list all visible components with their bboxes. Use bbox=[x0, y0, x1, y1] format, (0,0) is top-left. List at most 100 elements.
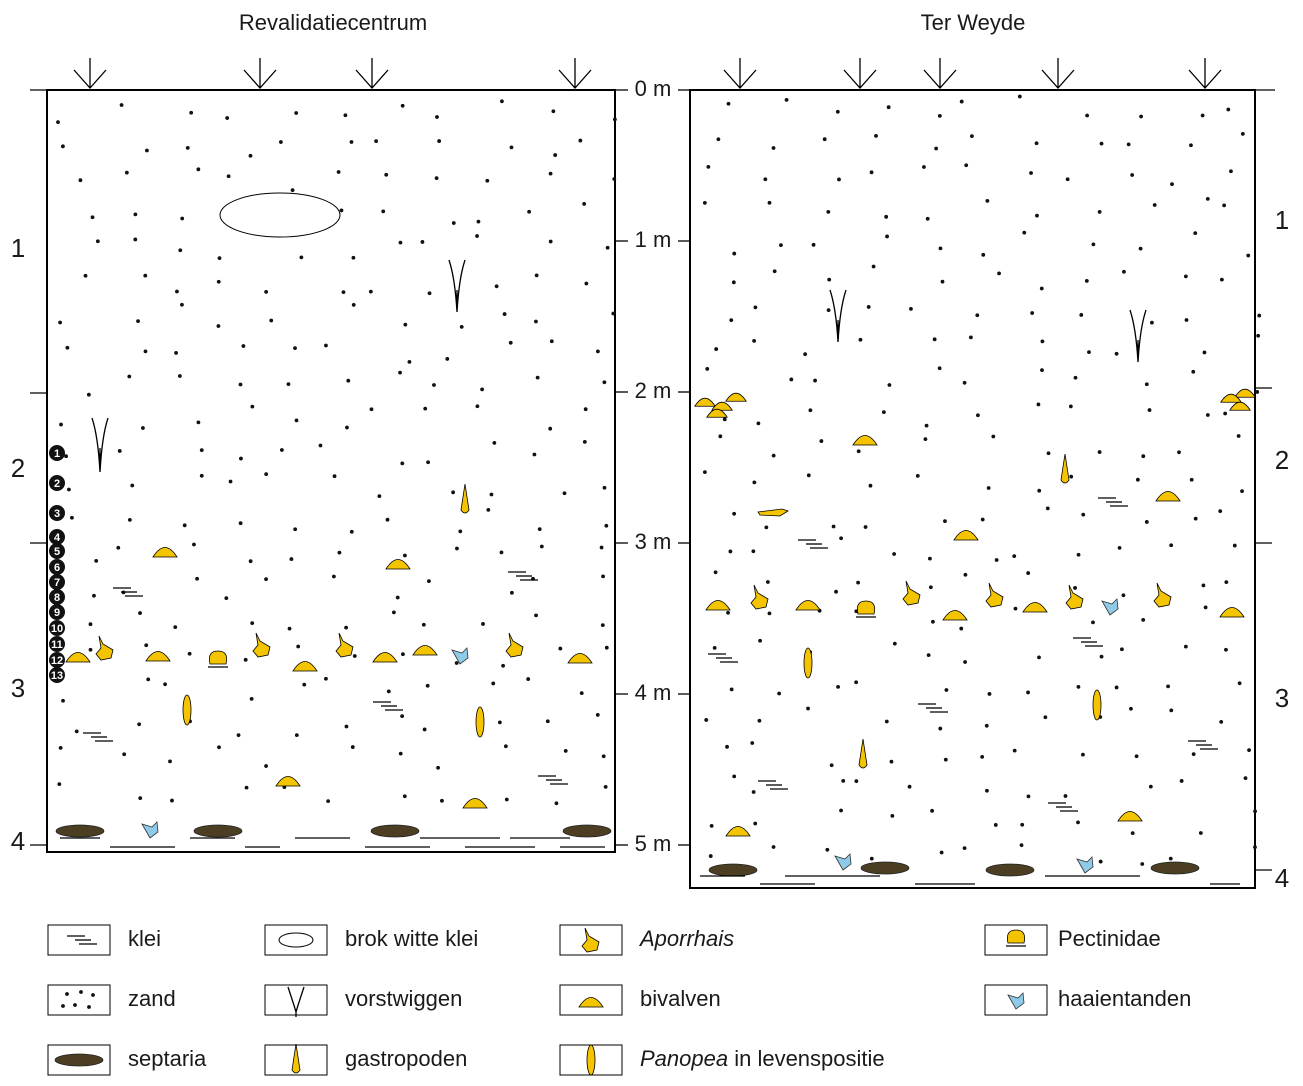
sand-dot bbox=[1169, 708, 1174, 713]
legend-label: brok witte klei bbox=[345, 926, 478, 951]
sand-dot bbox=[422, 727, 427, 732]
sand-dot bbox=[1237, 681, 1242, 686]
sample-marker bbox=[49, 445, 65, 461]
septaria bbox=[708, 863, 758, 877]
sand-dot bbox=[829, 763, 834, 768]
sand-dot bbox=[1130, 173, 1135, 177]
sand-dot bbox=[236, 733, 241, 738]
sand-dot bbox=[1144, 382, 1149, 387]
sand-dot bbox=[455, 546, 459, 551]
sand-dot bbox=[117, 449, 122, 453]
sand-dot bbox=[124, 170, 129, 175]
sand-dot bbox=[729, 687, 734, 692]
sand-dot bbox=[293, 346, 297, 351]
aporrhais bbox=[95, 635, 114, 661]
sand-dot bbox=[1219, 277, 1224, 282]
sand-dot bbox=[436, 765, 440, 770]
sand-dot bbox=[1026, 690, 1030, 695]
sand-dot bbox=[558, 646, 563, 651]
pectinid bbox=[1006, 929, 1026, 944]
sand-dot bbox=[943, 519, 947, 524]
sand-dot bbox=[250, 404, 255, 409]
sand-dot bbox=[508, 340, 513, 345]
sand-dot bbox=[1205, 413, 1210, 417]
sand-dot bbox=[554, 801, 559, 806]
bivalve bbox=[1022, 602, 1048, 613]
sand-dot bbox=[923, 437, 928, 442]
sand-dot bbox=[137, 722, 142, 727]
aporrhais bbox=[985, 582, 1004, 608]
bivalve bbox=[275, 776, 301, 787]
sand-dot bbox=[224, 596, 229, 601]
sand-dot bbox=[1045, 506, 1050, 511]
bivalve bbox=[1234, 388, 1256, 398]
legend-box bbox=[559, 924, 623, 956]
sand-dot bbox=[858, 337, 863, 342]
sand-dot bbox=[1189, 477, 1194, 482]
sand-dot bbox=[757, 718, 762, 723]
panopea bbox=[475, 706, 485, 738]
bivalve bbox=[412, 645, 438, 656]
legend-label-text: brok witte klei bbox=[345, 926, 478, 951]
sand-dot bbox=[819, 439, 824, 443]
sand-dot bbox=[440, 798, 444, 803]
sand-dot bbox=[170, 798, 174, 803]
sand-dot bbox=[959, 99, 964, 104]
sand-dot bbox=[595, 713, 600, 717]
sand-dot bbox=[994, 558, 999, 562]
sand-dot bbox=[612, 117, 617, 122]
sand-dot bbox=[344, 625, 348, 630]
sand-dot bbox=[241, 344, 246, 348]
legend-label: klei bbox=[128, 926, 161, 951]
legend-label-text: septaria bbox=[128, 1046, 207, 1071]
legend-label: septaria bbox=[128, 1046, 207, 1071]
sand-dot bbox=[326, 799, 331, 804]
sand-dot bbox=[869, 170, 874, 175]
aporrhais bbox=[335, 632, 354, 658]
sand-dot bbox=[863, 525, 868, 529]
sand-dot bbox=[1076, 684, 1081, 689]
sand-dot bbox=[423, 406, 428, 411]
sand-dot bbox=[65, 992, 69, 996]
sand-dot bbox=[1122, 269, 1126, 274]
sand-dot bbox=[907, 784, 912, 789]
legend-label-italic: Aporrhais bbox=[638, 926, 734, 951]
aporrhais bbox=[750, 584, 769, 610]
sample-marker bbox=[49, 559, 65, 575]
pectinid bbox=[856, 600, 876, 615]
sand-dot bbox=[725, 744, 729, 749]
legend-label: Panopea in levenspositie bbox=[640, 1046, 885, 1071]
sand-dot bbox=[1177, 450, 1181, 455]
sand-dot bbox=[806, 706, 810, 711]
sand-dot bbox=[1121, 593, 1126, 598]
sand-dot bbox=[59, 422, 63, 427]
sand-dot bbox=[264, 577, 268, 582]
sand-dot bbox=[344, 724, 349, 729]
sand-dot bbox=[943, 757, 948, 762]
sand-dot bbox=[915, 473, 920, 478]
sand-dot bbox=[934, 146, 939, 151]
sand-dot bbox=[885, 234, 889, 239]
arrow bbox=[1188, 58, 1222, 89]
sand-dot bbox=[1039, 286, 1044, 291]
sand-dot bbox=[779, 243, 783, 248]
sand-dot bbox=[217, 256, 222, 261]
sand-dot bbox=[324, 343, 328, 348]
sand-dot bbox=[216, 324, 221, 328]
sand-dot bbox=[1017, 94, 1022, 99]
sand-dot bbox=[756, 421, 761, 426]
sand-dot bbox=[374, 139, 379, 144]
sand-dot bbox=[962, 380, 967, 385]
sand-dot bbox=[1084, 279, 1089, 283]
sand-dot bbox=[1184, 318, 1189, 322]
sand-dot bbox=[499, 550, 504, 555]
sand-dot bbox=[497, 720, 502, 725]
sample-number: 9 bbox=[54, 607, 60, 619]
sand-dot bbox=[421, 622, 426, 627]
sand-dot bbox=[269, 318, 274, 323]
sand-dot bbox=[173, 625, 178, 630]
sand-dot bbox=[74, 729, 79, 734]
sand-dot bbox=[866, 305, 871, 309]
sand-dot bbox=[199, 448, 204, 453]
bivalve bbox=[694, 397, 716, 407]
